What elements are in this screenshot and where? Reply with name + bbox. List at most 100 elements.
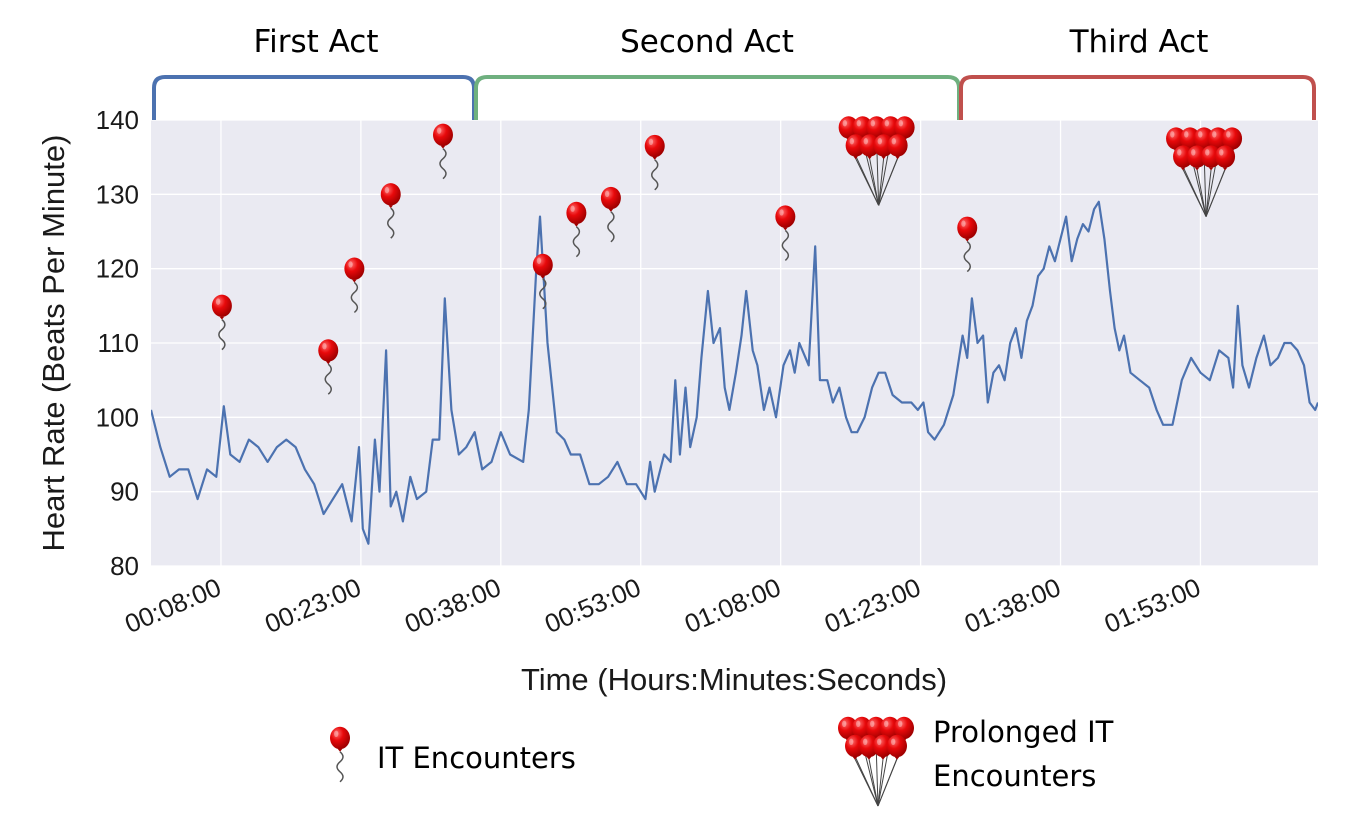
balloon-body [859,134,880,157]
balloon-body [852,716,872,740]
x-tick-label: 01:38:00 [960,572,1065,639]
balloon-icon [873,734,893,760]
balloon-highlight [322,343,327,350]
legend-it-label: IT Encounters [377,741,576,775]
balloon-icon [566,201,587,227]
balloon-highlight [849,138,855,145]
balloon-highlight [961,220,966,227]
balloon-highlight [1219,149,1224,156]
balloon-highlight [1226,131,1231,138]
balloon-knot [388,205,393,209]
balloon-highlight [1198,131,1203,138]
balloon-highlight [849,738,854,745]
balloon-string [855,158,880,206]
balloon-highlight [1212,131,1217,138]
balloon-body [1194,127,1215,150]
balloon-icon [1187,145,1208,171]
balloon-body [1208,127,1229,150]
balloon-highlight [891,738,896,745]
balloon-body [838,716,858,740]
balloon-string [324,363,332,395]
second-act-label: Second Act [620,24,794,60]
balloon-string [218,319,226,351]
balloon-knot [326,361,331,365]
balloon-icon [600,186,621,212]
balloon-highlight [898,720,903,727]
balloon-icon [859,134,880,160]
balloon-bunch-icon [838,716,914,807]
balloon-string [607,211,615,243]
single-balloon-icon [344,257,365,314]
y-tick-label: 120 [96,254,139,284]
y-tick-label: 100 [96,402,139,432]
balloon-body [330,726,350,750]
balloon-knot [1208,167,1214,171]
balloon-highlight [842,720,847,727]
balloon-icon [344,257,365,283]
y-tick-label: 140 [96,105,139,135]
balloon-knot [1180,167,1186,171]
balloon-knot [337,749,343,752]
balloon-body [880,116,901,139]
balloon-string [1182,169,1207,217]
balloon-highlight [877,138,883,145]
balloon-highlight [384,186,390,194]
balloon-highlight [604,190,610,198]
balloon-highlight [348,261,353,268]
balloon-icon [1173,145,1194,171]
balloon-highlight [877,738,882,745]
balloon-knot [219,316,225,320]
legend: IT Encounters Prolonged IT Encounters [330,715,1114,807]
balloon-body [1166,127,1187,150]
y-tick-label: 90 [110,477,139,507]
balloon-knot [853,156,858,160]
balloon-knot [894,757,900,760]
first-act-label: First Act [254,24,379,60]
balloon-knot [1194,167,1200,171]
balloon-string [336,751,344,783]
x-axis-title: Time (Hours:Minutes:Seconds) [521,662,947,697]
first-act-bracket [152,75,476,120]
balloon-string [869,158,880,206]
x-tick-label: 01:08:00 [680,572,785,639]
balloon-highlight [891,138,897,145]
balloon-body [866,116,887,139]
balloon-string [877,758,884,807]
balloon-knot [352,279,357,283]
balloon-string [439,148,447,180]
balloon-body [380,183,401,206]
third-act-bracket [959,75,1316,120]
it-encounter-annotations [211,116,1243,395]
balloon-body [532,253,553,277]
balloon-body [845,734,865,758]
balloon-body [600,186,621,210]
balloon-body [775,205,796,228]
balloon-string [650,159,659,191]
balloon-body [859,734,879,758]
balloon-highlight [884,720,889,727]
x-tick-label: 00:23:00 [260,572,365,639]
y-axis-ticks: 80 90 100 110 120 130 140 [96,105,139,581]
balloon-string [878,158,899,206]
balloon-highlight [870,720,875,727]
balloon-highlight [570,205,575,212]
balloon-body [852,116,873,139]
single-balloon-icon [775,205,796,262]
balloon-string [963,241,971,273]
single-balloon-icon [644,134,665,191]
balloon-knot [866,757,872,760]
balloon-highlight [1170,131,1175,138]
balloon-string [868,758,879,807]
balloon-highlight [334,730,339,737]
balloon-body [1180,127,1201,150]
balloon-icon [432,123,453,149]
balloon-icon [852,716,872,742]
balloon-knot [895,156,900,160]
balloon-highlight [1191,149,1196,156]
balloon-icon [873,134,894,160]
balloon-icon [887,734,907,760]
balloon-highlight [842,120,848,127]
balloon-highlight [884,120,890,127]
balloon-knot [574,223,579,227]
balloon-icon [859,734,879,760]
